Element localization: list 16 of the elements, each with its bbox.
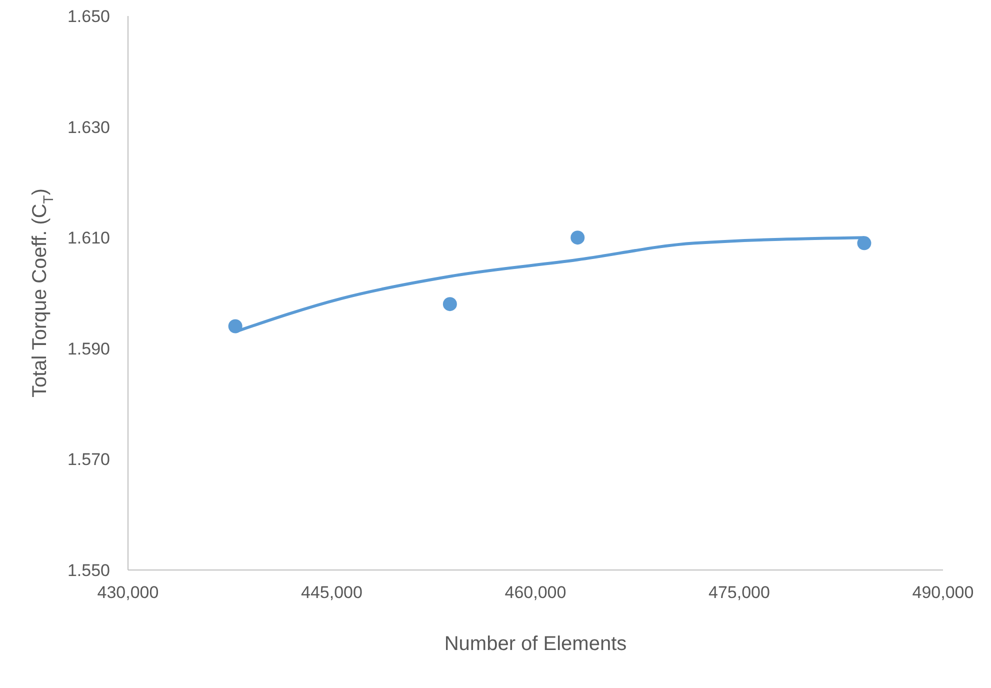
- y-tick-label: 1.550: [67, 561, 110, 580]
- y-tick-label: 1.570: [67, 450, 110, 470]
- y-tick-label: 1.610: [67, 228, 110, 248]
- point: [228, 319, 242, 334]
- y-tick-label: 1.630: [67, 118, 110, 137]
- y-tick-label: 1.590: [67, 339, 110, 358]
- x-axis-title: Number of Elements: [444, 633, 627, 655]
- x-tick-label: 490,000: [912, 583, 974, 602]
- x-tick-label: 460,000: [504, 583, 566, 602]
- x-tick-label: 430,000: [97, 583, 159, 602]
- point: [442, 297, 457, 312]
- point: [570, 230, 585, 245]
- y-tick-label: 1.650: [67, 7, 110, 26]
- x-tick-label: 445,000: [301, 583, 362, 602]
- x-tick-label: 475,000: [708, 583, 770, 602]
- point: [857, 236, 872, 250]
